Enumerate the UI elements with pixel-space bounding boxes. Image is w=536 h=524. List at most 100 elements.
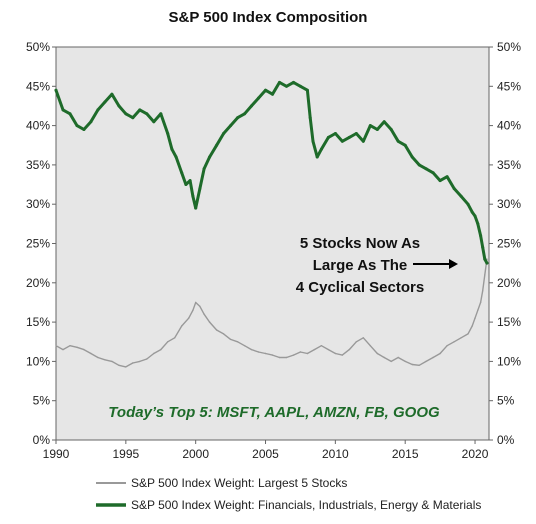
- data-point: [466, 202, 470, 206]
- data-point: [313, 348, 316, 351]
- data-point: [54, 88, 58, 92]
- data-point: [355, 341, 357, 343]
- data-point: [184, 183, 188, 186]
- data-point: [97, 356, 99, 359]
- data-point: [432, 356, 434, 359]
- data-point: [89, 120, 93, 124]
- data-point: [257, 351, 260, 353]
- data-point: [215, 329, 218, 331]
- y-tick-label-left: 40%: [26, 119, 50, 133]
- data-point: [382, 120, 386, 124]
- y-axis-right: 0% 5% 10% 15% 20% 25% 30% 35% 40% 45% 50%: [489, 40, 521, 447]
- data-point: [305, 88, 309, 92]
- data-point: [192, 309, 194, 311]
- data-point: [202, 167, 206, 171]
- data-point: [103, 100, 107, 104]
- data-point: [354, 132, 358, 135]
- data-point: [418, 364, 420, 366]
- data-point: [383, 356, 385, 359]
- y-tick-label-right: 20%: [497, 276, 521, 290]
- data-point: [438, 179, 442, 183]
- data-point: [198, 187, 202, 190]
- data-point: [460, 337, 462, 339]
- data-point: [145, 112, 149, 116]
- data-point: [292, 80, 295, 84]
- data-point: [236, 116, 240, 120]
- data-point: [199, 305, 201, 308]
- data-point: [236, 341, 239, 343]
- x-tick-label: 2010: [322, 447, 349, 461]
- data-point: [250, 104, 253, 108]
- data-point: [153, 352, 155, 355]
- x-axis: 1990 1995 2000 2005 2010 2015 2020: [43, 440, 489, 461]
- callout-annotation: 5 Stocks Now As Large As The 4 Cyclical …: [296, 235, 458, 296]
- data-point: [361, 139, 365, 143]
- data-point: [484, 274, 486, 276]
- y-tick-label-right: 40%: [497, 119, 521, 133]
- data-point: [285, 356, 288, 359]
- series-cyclical-sectors: [54, 80, 489, 265]
- data-point: [264, 88, 267, 92]
- data-point: [470, 210, 474, 214]
- data-point: [90, 352, 92, 355]
- data-point: [376, 352, 378, 355]
- data-point: [146, 358, 148, 360]
- y-tick-label-right: 30%: [497, 197, 521, 211]
- x-tick-label: 1990: [43, 447, 70, 461]
- data-point: [111, 360, 113, 363]
- data-point: [76, 346, 78, 348]
- data-point: [271, 354, 274, 356]
- data-point: [181, 325, 183, 327]
- x-tick-label: 2015: [392, 447, 419, 461]
- data-point: [347, 135, 351, 139]
- data-point: [170, 147, 174, 151]
- data-point: [195, 301, 197, 304]
- series-largest-5: [55, 258, 488, 368]
- data-point: [471, 325, 473, 327]
- top-five-callout: Today’s Top 5: MSFT, AAPL, AMZN, FB, GOO…: [108, 404, 440, 421]
- data-point: [83, 348, 85, 351]
- data-point: [96, 108, 100, 112]
- data-point: [68, 112, 72, 116]
- data-point: [467, 333, 469, 335]
- data-point: [326, 135, 330, 139]
- data-point: [348, 348, 350, 351]
- data-point: [306, 352, 309, 355]
- data-point: [479, 234, 483, 238]
- data-point: [208, 155, 212, 159]
- data-point: [375, 128, 379, 131]
- data-point: [278, 356, 281, 359]
- data-point: [389, 128, 393, 131]
- data-point: [453, 341, 455, 343]
- data-point: [474, 317, 476, 319]
- data-point: [215, 143, 219, 147]
- data-point: [315, 155, 319, 159]
- data-point: [445, 175, 449, 179]
- y-axis-left: 0% 5% 10% 15% 20% 25% 30% 35% 40% 45% 50%: [26, 40, 56, 447]
- data-point: [431, 171, 435, 175]
- y-tick-label-left: 15%: [26, 315, 50, 329]
- data-point: [334, 352, 337, 355]
- legend-entry: S&P 500 Index Weight: Largest 5 Stocks: [131, 476, 347, 490]
- y-tick-label-right: 10%: [497, 354, 521, 368]
- data-point: [75, 124, 79, 128]
- data-point: [397, 356, 399, 359]
- data-point: [222, 333, 225, 335]
- data-point: [446, 345, 448, 347]
- data-point: [424, 167, 428, 171]
- data-point: [125, 366, 127, 368]
- data-point: [473, 214, 477, 218]
- data-point: [188, 179, 192, 183]
- y-tick-label-left: 20%: [26, 276, 50, 290]
- callout-arrow-head: [449, 259, 458, 269]
- data-point: [229, 124, 233, 128]
- data-point: [174, 155, 178, 159]
- data-point: [257, 96, 260, 100]
- x-tick-label: 2000: [182, 447, 209, 461]
- data-point: [166, 132, 170, 135]
- y-tick-label-left: 10%: [26, 354, 50, 368]
- data-point: [82, 128, 86, 131]
- legend-entry: S&P 500 Index Weight: Financials, Indust…: [131, 498, 481, 512]
- data-point: [390, 360, 392, 363]
- data-point: [55, 345, 57, 347]
